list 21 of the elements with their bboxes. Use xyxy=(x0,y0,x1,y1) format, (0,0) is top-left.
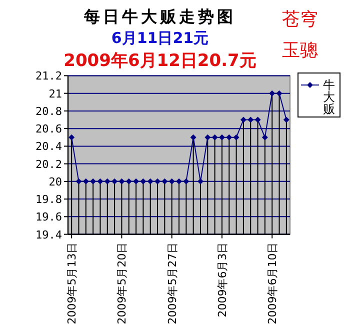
text: 玉骢 xyxy=(282,40,318,61)
y-tick-label: 21 xyxy=(48,87,62,100)
y-tick-label: 21.2 xyxy=(36,70,62,83)
y-tick-label: 20.2 xyxy=(36,158,62,171)
x-tick-label: 2009年6月10日 xyxy=(266,242,280,324)
y-tick-label: 19.8 xyxy=(36,193,62,206)
legend-label: 牛大贩 xyxy=(323,78,335,116)
y-tick-label: 20.4 xyxy=(36,140,62,154)
y-tick-label: 20 xyxy=(48,175,62,188)
x-tick-label: 2009年5月20日 xyxy=(116,242,129,324)
x-tick-label: 2009年6月3日 xyxy=(216,242,229,318)
text: 2009年6月12日20.7元 xyxy=(64,51,256,71)
x-tick-label: 2009年5月27日 xyxy=(166,242,179,324)
y-tick-label: 19.4 xyxy=(36,228,62,242)
x-tick-label: 2009年5月13日 xyxy=(66,242,79,324)
text: 苍穹 xyxy=(282,9,318,30)
chart-subtitle: 6月11日21元 xyxy=(111,29,209,47)
y-tick-label: 20.8 xyxy=(36,104,62,118)
y-tick-label: 20.6 xyxy=(36,122,62,136)
chart-title: 每日牛大贩走势图 xyxy=(83,7,236,26)
y-tick-label: 19.6 xyxy=(36,210,62,224)
